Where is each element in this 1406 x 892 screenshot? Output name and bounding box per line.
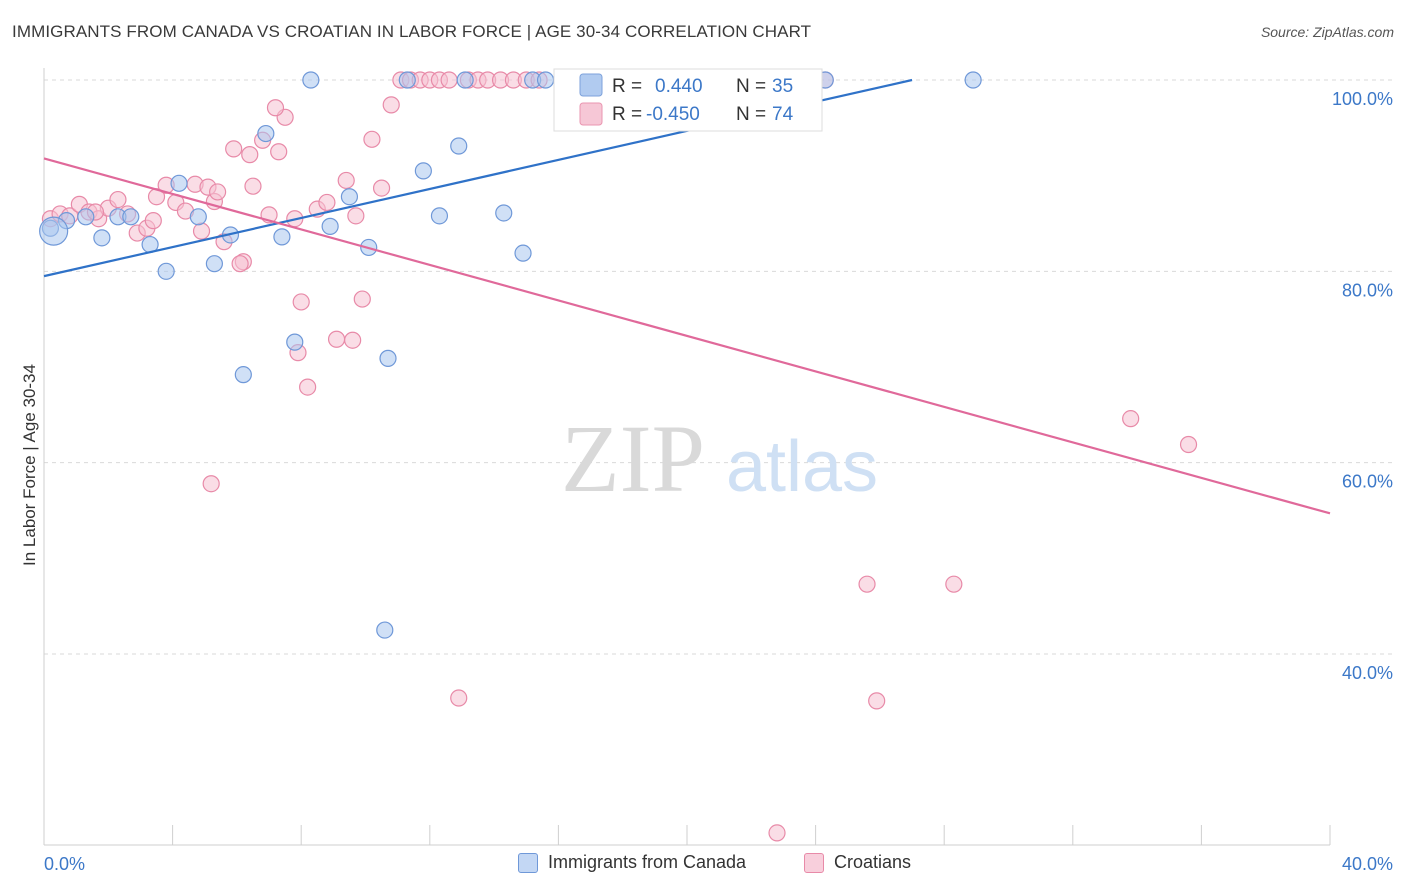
watermark-atlas: atlas — [726, 427, 878, 507]
canada-point — [430, 207, 449, 225]
croatians-point — [344, 331, 362, 349]
croatians-point — [202, 475, 220, 493]
legend-r-value-canada: 0.440 — [655, 76, 703, 97]
canada-point — [456, 71, 474, 89]
croatians-point — [382, 96, 400, 114]
y-tick-label: 80.0% — [1342, 280, 1393, 300]
canada-point — [414, 162, 432, 180]
croatians-point — [241, 146, 259, 164]
legend-r-value-croatians: -0.450 — [646, 104, 700, 125]
legend-swatch-croatians-bottom — [804, 852, 824, 873]
canada-point — [495, 204, 513, 222]
x-tick-label: 40.0% — [1342, 854, 1393, 874]
canada-point — [157, 262, 175, 280]
canada-point — [376, 621, 394, 639]
croatians-point — [868, 692, 886, 710]
legend-box: R = 0.440 N = 35 R = -0.450 N = 74 — [553, 68, 823, 132]
croatians-point — [225, 140, 243, 158]
legend-n-value-croatians: 74 — [772, 104, 794, 125]
legend-swatch-canada-bottom — [518, 852, 538, 873]
croatians-point — [945, 575, 963, 593]
x-tick-label: 0.0% — [44, 854, 85, 874]
croatians-point — [231, 255, 249, 273]
canada-point — [39, 216, 69, 246]
croatians-point — [266, 99, 285, 117]
canada-point — [450, 137, 468, 155]
croatians-point — [440, 71, 458, 89]
croatians-point — [372, 179, 391, 197]
watermark: ZIP atlas — [561, 405, 878, 512]
canada-point — [286, 333, 304, 351]
legend-swatch-canada — [579, 73, 603, 97]
croatians-point — [292, 293, 310, 311]
croatians-point — [1122, 410, 1140, 428]
croatians-point — [450, 689, 468, 707]
canada-point — [302, 71, 320, 89]
canada-point — [234, 366, 252, 384]
canada-point — [340, 188, 359, 206]
y-tick-labels: 40.0% 60.0% 80.0% 100.0% — [1332, 89, 1393, 683]
canada-point — [205, 255, 223, 273]
canada-point — [964, 71, 982, 89]
croatians-point — [347, 207, 365, 225]
legend-swatch-croatians — [579, 102, 603, 126]
legend-label-croatians: Croatians — [834, 852, 912, 872]
croatians-point — [318, 193, 336, 212]
canada-point — [536, 71, 555, 89]
canada-point — [93, 229, 111, 247]
croatians-point — [768, 824, 786, 842]
croatians-point — [244, 177, 262, 195]
canada-point — [189, 208, 207, 226]
canada-point — [77, 208, 95, 226]
canada-point — [321, 217, 339, 235]
canada-point — [398, 71, 416, 89]
watermark-zip: ZIP — [561, 405, 705, 512]
croatians-point — [1179, 435, 1198, 454]
legend-label-canada: Immigrants from Canada — [548, 852, 747, 872]
canada-point — [379, 349, 397, 367]
legend-r-label-canada: R = — [612, 76, 642, 97]
croatians-point — [327, 330, 346, 348]
data-points — [39, 71, 1198, 842]
legend-n-value-canada: 35 — [772, 76, 793, 97]
croatians-point — [144, 212, 162, 230]
axes — [43, 68, 1331, 846]
croatians-point — [363, 130, 381, 148]
canada-point — [257, 124, 275, 143]
legend-n-label-croatians: N = — [736, 104, 766, 125]
y-tick-label: 60.0% — [1342, 472, 1393, 492]
chart-title: IMMIGRANTS FROM CANADA VS CROATIAN IN LA… — [12, 22, 812, 41]
canada-point — [273, 228, 291, 246]
canada-point — [170, 174, 188, 192]
croatians-point — [209, 183, 227, 201]
croatians-trend-line — [43, 157, 1331, 515]
legend-item-croatians: Croatians — [804, 852, 911, 873]
legend-item-canada: Immigrants from Canada — [518, 852, 746, 873]
canada-point — [514, 244, 532, 262]
croatians-point — [192, 222, 211, 240]
y-axis-label: In Labor Force | Age 30-34 — [20, 364, 39, 566]
croatians-point — [270, 143, 288, 161]
croatians-point — [337, 171, 355, 190]
legend-r-label-croatians: R = — [612, 104, 642, 125]
canada-point — [122, 208, 140, 226]
source-label: Source: ZipAtlas.com — [1260, 24, 1394, 40]
croatians-point — [858, 575, 876, 593]
bottom-legend: Immigrants from Canada Croatians — [0, 852, 1406, 876]
x-tick-labels: 0.0% 40.0% — [44, 854, 1393, 874]
croatians-point — [299, 378, 317, 396]
croatians-point — [353, 290, 371, 308]
y-tick-label: 100.0% — [1332, 89, 1393, 109]
croatians-point — [109, 190, 127, 209]
legend-n-label-canada: N = — [736, 76, 766, 97]
y-tick-label: 40.0% — [1342, 663, 1393, 683]
